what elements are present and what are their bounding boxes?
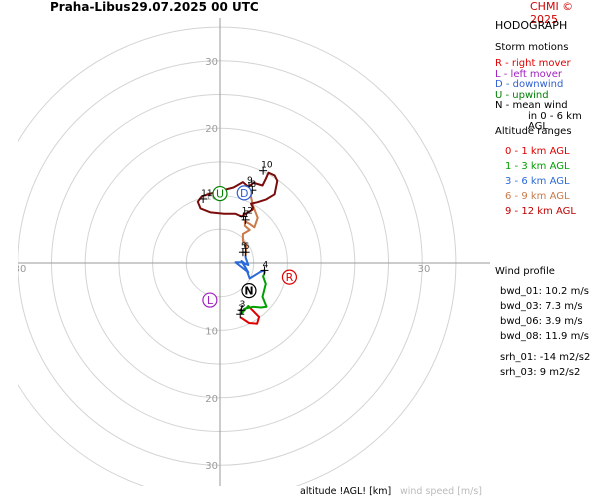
altitude-legend-title: Altitude ranges — [495, 126, 572, 137]
ring-tick-label: 30 — [418, 264, 431, 275]
wind-profile-item: bwd_08: 11.9 m/s — [500, 331, 589, 342]
hodograph-line — [196, 171, 279, 218]
storm-legend-item: L - left mover — [495, 68, 562, 80]
station-name: Praha-Libus — [50, 0, 131, 14]
storm-legend-item: D - downwind — [495, 79, 564, 90]
altitude-legend: Altitude ranges 0 - 1 km AGL 1 - 3 km AG… — [495, 124, 576, 219]
altitude-legend-item: 9 - 12 km AGL — [505, 206, 576, 217]
wind-profile-panel: Wind profile bwd_01: 10.2 m/s bwd_03: 7.… — [495, 264, 590, 380]
sounding-datetime: 29.07.2025 00 UTC — [131, 0, 259, 14]
credit-label: CHMI © 2025 — [530, 0, 574, 26]
storm-motion-circle — [281, 269, 298, 285]
height-label: 9 — [247, 176, 253, 186]
wind-profile-item: srh_03: 9 m2/s2 — [500, 367, 581, 378]
wind-profile-item: bwd_01: 10.2 m/s — [500, 286, 589, 297]
height-label: 12 — [242, 206, 253, 216]
ring-tick-label: 20 — [205, 124, 218, 135]
storm-motion-circle — [236, 185, 252, 201]
wind-profile-item: srh_01: -14 m2/s2 — [500, 352, 591, 363]
wind-speed-unit-label: wind speed [m/s] — [400, 486, 483, 497]
storm-motion-markers: R L D U N — [202, 185, 298, 308]
height-label: 4 — [262, 260, 268, 270]
ring-tick-label: 10 — [205, 192, 218, 203]
storm-motion-circle — [241, 283, 257, 299]
storm-motion-label: D — [240, 187, 248, 200]
storm-motion-label: L — [207, 294, 214, 307]
storm-legend-item: N - mean wind — [495, 100, 568, 111]
storm-legend-item: U - upwind — [495, 89, 549, 101]
wind-profile-item: bwd_06: 3.9 m/s — [500, 316, 583, 327]
ring-tick-label: 20 — [205, 394, 218, 405]
height-label: 7 — [244, 210, 250, 220]
hodograph-line — [234, 253, 266, 280]
storm-legend-item: in 0 - 6 km AGL — [528, 110, 582, 132]
storm-legend-item: R - right mover — [495, 58, 571, 69]
ring-tick-label: 10 — [205, 326, 218, 337]
storm-legend: Storm motions R - right mover L - left m… — [495, 40, 600, 133]
storm-motion-label: N — [244, 285, 253, 298]
storm-legend-title: Storm motions — [495, 42, 569, 53]
ring-tick-label: 30 — [205, 461, 218, 472]
height-label: 11 — [201, 189, 212, 199]
height-label: 5 — [241, 242, 247, 252]
hodograph-lines — [196, 171, 279, 325]
storm-motion-label: R — [286, 271, 294, 284]
altitude-legend-item: 0 - 1 km AGL — [505, 146, 570, 157]
storm-motion-circle — [202, 292, 218, 308]
storm-motion-label: U — [216, 188, 224, 201]
wind-profile-item: bwd_03: 7.3 m/s — [500, 301, 583, 312]
altitude-legend-item: 1 - 3 km AGL — [505, 161, 570, 172]
height-label: 8 — [250, 180, 256, 190]
height-label: 6 — [244, 242, 250, 252]
altitude-legend-item: 6 - 9 km AGL — [505, 191, 570, 202]
storm-motion-circle — [212, 185, 228, 202]
altitude-legend-item: 3 - 6 km AGL — [505, 176, 570, 187]
height-label: 10 — [261, 161, 273, 171]
ring-tick-label: 30 — [14, 264, 27, 275]
altitude-unit-label: altitude !AGL! [km] — [300, 486, 392, 497]
hodograph-line — [239, 305, 261, 325]
wind-profile-title: Wind profile — [495, 266, 555, 277]
height-label: 2 — [238, 304, 244, 314]
height-label: 3 — [240, 300, 246, 310]
hodograph-axes: 10 10 20 20 30 30 30 30 — [14, 18, 490, 486]
hodograph-title: HODOGRAPH — [495, 19, 568, 32]
ring-tick-label: 30 — [205, 57, 218, 68]
hodograph-line — [241, 185, 259, 256]
